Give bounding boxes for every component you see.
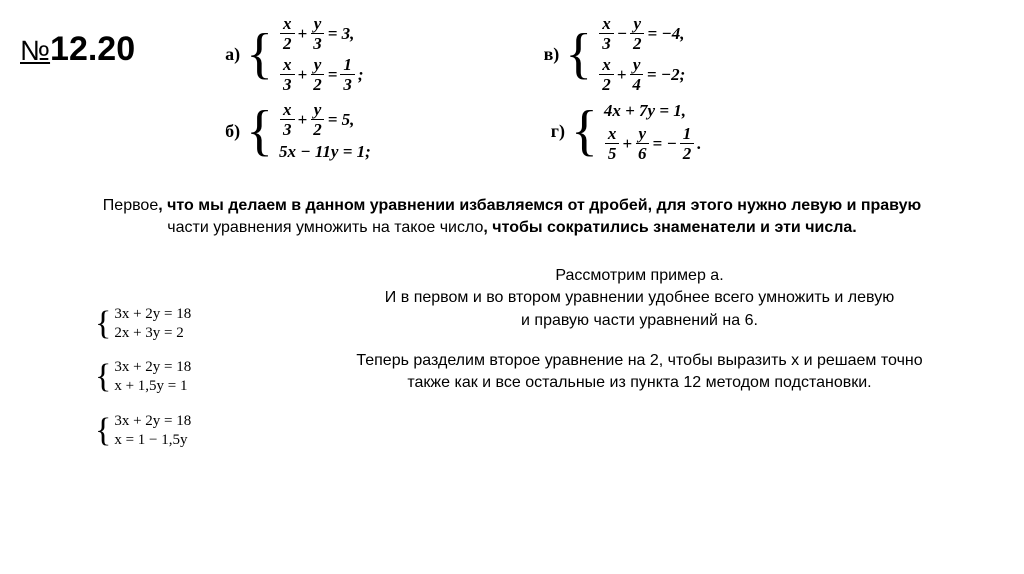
brace-b: { bbox=[246, 109, 273, 154]
eqs-b: x3 + y2 = 5, 5x − 11y = 1; bbox=[279, 101, 371, 162]
brace-g: { bbox=[571, 109, 598, 154]
system-b: б) { x3 + y2 = 5, 5x − 11y = 1; bbox=[225, 101, 371, 162]
eq-b2: 5x − 11y = 1; bbox=[279, 142, 371, 162]
systems-row-2: б) { x3 + y2 = 5, 5x − 11y = 1; г) { 4 bbox=[225, 101, 701, 162]
mini-sys-3: { 3x + 2y = 18 x = 1 − 1,5y bbox=[95, 412, 275, 450]
header-row: №12.20 а) { x2 + y3 = 3, x3 + y2 bbox=[20, 15, 1004, 170]
mini-eq: x + 1,5y = 1 bbox=[114, 377, 191, 396]
eq-v2: x2 + y4 = −2; bbox=[598, 56, 685, 93]
problem-number: №12.20 bbox=[20, 15, 135, 69]
brace-a: { bbox=[246, 32, 273, 77]
label-v: в) bbox=[544, 44, 560, 65]
eqs-g: 4x + 7y = 1, x5 + y6 = − 12 . bbox=[604, 101, 702, 162]
mini-eq: 3x + 2y = 18 bbox=[114, 305, 191, 324]
number-value: 12.20 bbox=[50, 30, 135, 68]
label-a: а) bbox=[225, 44, 240, 65]
mini-brace: { bbox=[95, 417, 111, 444]
eqs-a: x2 + y3 = 3, x3 + y2 = 13 ; bbox=[279, 15, 364, 93]
mini-brace: { bbox=[95, 310, 111, 337]
brace-v: { bbox=[565, 32, 592, 77]
eq-g2: x5 + y6 = − 12 . bbox=[604, 125, 702, 162]
right-text: Рассмотрим пример а. И в первом и во вто… bbox=[275, 265, 1004, 413]
system-g: г) { 4x + 7y = 1, x5 + y6 = − 12 . bbox=[551, 101, 702, 162]
mini-brace: { bbox=[95, 363, 111, 390]
systems-row-1: а) { x2 + y3 = 3, x3 + y2 = 13 bbox=[225, 15, 701, 93]
system-v: в) { x3 − y2 = −4, x2 + y4 = −2; bbox=[544, 15, 686, 93]
mini-eq: 3x + 2y = 18 bbox=[114, 412, 191, 431]
eq-a2: x3 + y2 = 13 ; bbox=[279, 56, 364, 93]
explanation-paragraph: Первое, что мы делаем в данном уравнении… bbox=[20, 195, 1004, 240]
eq-b1: x3 + y2 = 5, bbox=[279, 101, 371, 138]
right-p2: Теперь разделим второе уравнение на 2, ч… bbox=[275, 350, 1004, 395]
number-prefix: № bbox=[20, 35, 50, 66]
label-b: б) bbox=[225, 121, 240, 142]
eqs-v: x3 − y2 = −4, x2 + y4 = −2; bbox=[598, 15, 685, 93]
right-p1: Рассмотрим пример а. И в первом и во вто… bbox=[275, 265, 1004, 332]
mini-sys-1: { 3x + 2y = 18 2x + 3y = 2 bbox=[95, 305, 275, 343]
eq-g1: 4x + 7y = 1, bbox=[604, 101, 702, 121]
mini-eq: x = 1 − 1,5y bbox=[114, 431, 191, 450]
mini-eq: 3x + 2y = 18 bbox=[114, 358, 191, 377]
system-a: а) { x2 + y3 = 3, x3 + y2 = 13 bbox=[225, 15, 363, 93]
mini-systems: { 3x + 2y = 18 2x + 3y = 2 { 3x + 2y = 1… bbox=[95, 265, 275, 466]
mini-eq: 2x + 3y = 2 bbox=[114, 324, 191, 343]
eq-v1: x3 − y2 = −4, bbox=[598, 15, 685, 52]
label-g: г) bbox=[551, 121, 565, 142]
systems-grid: а) { x2 + y3 = 3, x3 + y2 = 13 bbox=[225, 15, 701, 170]
mini-sys-2: { 3x + 2y = 18 x + 1,5y = 1 bbox=[95, 358, 275, 396]
lower-section: { 3x + 2y = 18 2x + 3y = 2 { 3x + 2y = 1… bbox=[20, 265, 1004, 466]
eq-a1: x2 + y3 = 3, bbox=[279, 15, 364, 52]
